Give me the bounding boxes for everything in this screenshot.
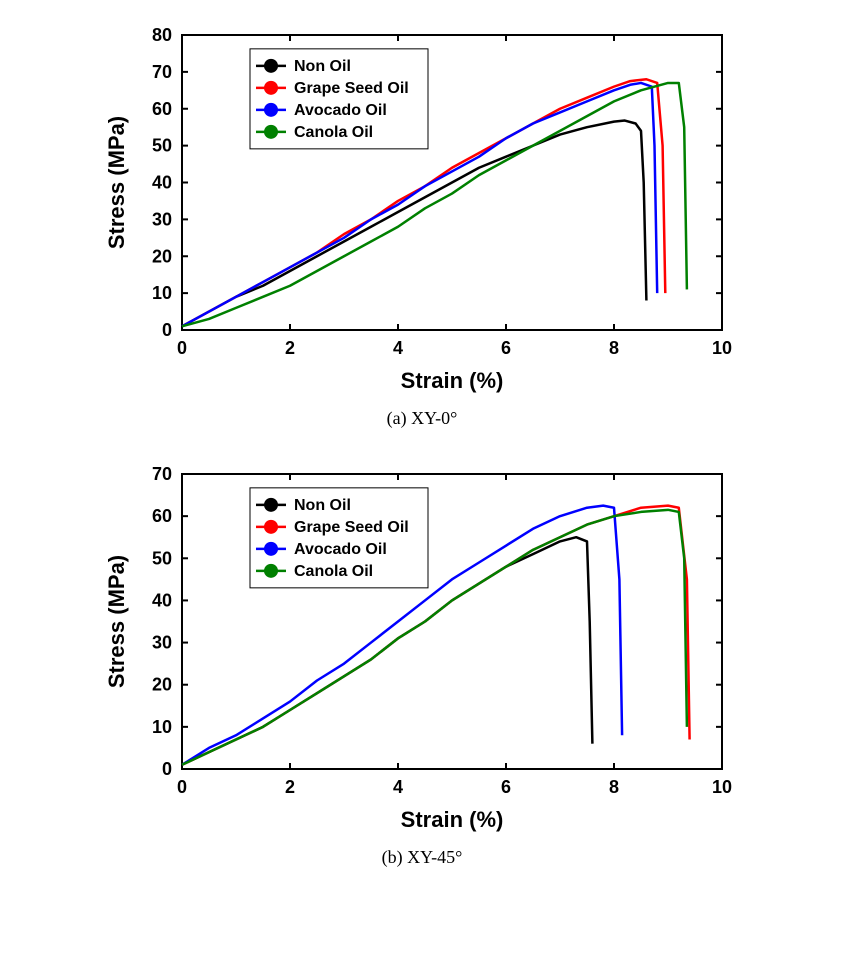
caption-a: (a) XY-0° — [22, 408, 822, 429]
svg-text:20: 20 — [152, 246, 172, 266]
svg-text:Canola Oil: Canola Oil — [294, 124, 373, 141]
svg-text:40: 40 — [152, 590, 172, 610]
svg-text:60: 60 — [152, 506, 172, 526]
svg-text:Avocado Oil: Avocado Oil — [294, 541, 387, 558]
svg-text:30: 30 — [152, 209, 172, 229]
svg-text:70: 70 — [152, 464, 172, 484]
svg-text:40: 40 — [152, 173, 172, 193]
svg-text:2: 2 — [285, 777, 295, 797]
svg-text:8: 8 — [609, 777, 619, 797]
svg-text:10: 10 — [152, 283, 172, 303]
svg-text:6: 6 — [501, 777, 511, 797]
svg-text:Strain (%): Strain (%) — [401, 368, 504, 393]
svg-text:10: 10 — [152, 717, 172, 737]
svg-text:0: 0 — [177, 338, 187, 358]
svg-text:Strain (%): Strain (%) — [401, 807, 504, 832]
svg-text:50: 50 — [152, 548, 172, 568]
chart-b-block: 0 2 4 6 8 10 0 10 20 30 40 50 60 70 Strain (%) Stress (… — [22, 459, 822, 868]
svg-text:10: 10 — [712, 777, 732, 797]
caption-b: (b) XY-45° — [22, 847, 822, 868]
svg-text:60: 60 — [152, 99, 172, 119]
svg-text:0: 0 — [162, 759, 172, 779]
svg-text:8: 8 — [609, 338, 619, 358]
chart-a-block: 0 2 4 6 8 10 0 10 20 30 40 50 60 70 80 Strain (%) Stress… — [22, 20, 822, 429]
figure-container: 024681001020304050607080Strain (%)Stress… — [22, 20, 822, 868]
svg-text:70: 70 — [152, 62, 172, 82]
svg-text:4: 4 — [393, 777, 403, 797]
svg-text:4: 4 — [393, 338, 403, 358]
svg-text:10: 10 — [712, 338, 732, 358]
svg-text:50: 50 — [152, 136, 172, 156]
chart-b: 0 2 4 6 8 10 0 10 20 30 40 50 60 70 Strain (%) Stress (… — [102, 459, 742, 839]
svg-text:6: 6 — [501, 338, 511, 358]
svg-text:Grape Seed Oil: Grape Seed Oil — [294, 80, 409, 97]
svg-text:Grape Seed Oil: Grape Seed Oil — [294, 519, 409, 536]
svg-text:0: 0 — [177, 777, 187, 797]
svg-text:20: 20 — [152, 675, 172, 695]
svg-text:Avocado Oil: Avocado Oil — [294, 102, 387, 119]
svg-text:Non Oil: Non Oil — [294, 58, 351, 75]
svg-text:80: 80 — [152, 25, 172, 45]
svg-text:Non Oil: Non Oil — [294, 497, 351, 514]
chart-a: 0 2 4 6 8 10 0 10 20 30 40 50 60 70 80 Strain (%) Stress… — [102, 20, 742, 400]
svg-text:2: 2 — [285, 338, 295, 358]
svg-text:30: 30 — [152, 633, 172, 653]
svg-text:Stress (MPa): Stress (MPa) — [104, 555, 129, 688]
svg-text:Stress (MPa): Stress (MPa) — [104, 116, 129, 249]
svg-text:0: 0 — [162, 320, 172, 340]
svg-text:Canola Oil: Canola Oil — [294, 563, 373, 580]
